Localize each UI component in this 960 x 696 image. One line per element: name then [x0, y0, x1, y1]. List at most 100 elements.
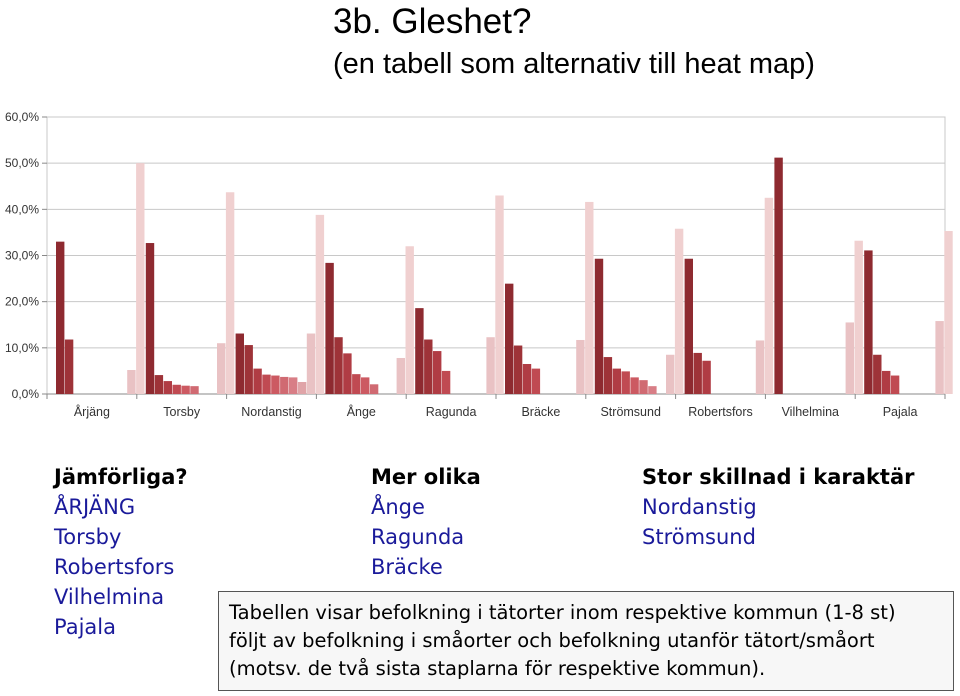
bar	[639, 380, 648, 394]
list-item: Nordanstig	[642, 495, 757, 519]
bar	[505, 283, 514, 394]
bar	[441, 370, 451, 394]
bar	[845, 322, 854, 394]
bar	[297, 381, 307, 394]
list-item: Strömsund	[642, 525, 756, 549]
bar	[190, 386, 199, 394]
bar	[262, 374, 271, 394]
y-tick-label: 60,0%	[5, 110, 39, 124]
bar	[244, 345, 253, 394]
list-item: Ånge	[371, 495, 425, 519]
bar	[280, 376, 289, 394]
slide-subtitle: (en tabell som alternativ till heat map)	[333, 48, 815, 80]
note-line: Tabellen visar befolkning i tätorter ino…	[229, 601, 896, 624]
bar	[755, 340, 765, 394]
bar	[64, 339, 74, 394]
list-item: Vilhelmina	[54, 585, 165, 609]
bar	[648, 386, 657, 394]
x-tick-label: Pajala	[883, 405, 918, 419]
bar	[289, 377, 298, 394]
bar	[693, 352, 702, 394]
bar	[325, 262, 334, 394]
bar	[666, 354, 675, 394]
bar	[127, 369, 136, 394]
bar	[56, 241, 65, 394]
list-item: Robertsfors	[54, 555, 175, 579]
y-tick-label: 20,0%	[5, 295, 39, 309]
x-tick-label: Torsby	[163, 405, 201, 419]
bar	[594, 258, 604, 394]
x-tick-label: Nordanstig	[241, 405, 301, 419]
bar	[674, 228, 684, 394]
bar	[396, 357, 405, 394]
list-item: Torsby	[54, 525, 122, 549]
bar	[944, 231, 953, 394]
note-line: (motsv. de två sista staplarna för respe…	[229, 657, 766, 680]
bar	[369, 384, 379, 394]
column-heading-more-different: Mer olika	[371, 465, 481, 489]
x-tick-label: Ånge	[347, 404, 376, 419]
note-line: följt av befolkning i småorter och befol…	[229, 629, 875, 652]
note-box: Tabellen visar befolkning i tätorter ino…	[218, 591, 954, 691]
list-item: ÅRJÄNG	[54, 495, 136, 519]
bar	[774, 157, 783, 394]
bar	[864, 250, 873, 394]
bar	[424, 339, 433, 394]
bar	[873, 354, 882, 394]
bar	[145, 243, 155, 394]
bar	[405, 246, 414, 394]
bar	[217, 343, 226, 394]
bar	[486, 337, 495, 394]
bar	[235, 333, 244, 394]
list-item: Pajala	[54, 615, 116, 639]
bar	[172, 384, 181, 394]
x-tick-label: Årjäng	[74, 404, 110, 419]
bar	[522, 363, 532, 394]
y-tick-label: 50,0%	[5, 156, 39, 170]
bar	[315, 214, 325, 394]
column-large-difference: Stor skillnad i karaktär Nordanstig Strö…	[642, 462, 915, 552]
x-tick-label: Robertsfors	[688, 405, 753, 419]
bar	[306, 333, 316, 394]
bar	[495, 195, 504, 394]
bar	[271, 375, 280, 394]
bar	[361, 377, 370, 394]
column-more-different: Mer olika Ånge Ragunda Bräcke	[371, 462, 481, 582]
bar	[136, 163, 145, 394]
bar	[890, 375, 900, 394]
bar	[585, 201, 594, 394]
bar	[415, 308, 424, 394]
bar	[334, 337, 343, 394]
bar	[181, 385, 190, 394]
bar	[702, 360, 711, 394]
list-item: Bräcke	[371, 555, 443, 579]
bar	[603, 357, 613, 394]
x-tick-label: Ragunda	[426, 405, 477, 419]
bar	[433, 351, 442, 394]
y-tick-label: 0,0%	[12, 387, 40, 401]
bar	[225, 192, 235, 394]
bar	[253, 368, 262, 394]
column-heading-large-difference: Stor skillnad i karaktär	[642, 465, 915, 489]
x-tick-label: Bräcke	[521, 405, 560, 419]
y-tick-label: 40,0%	[5, 202, 39, 216]
bar	[531, 368, 541, 394]
bar	[854, 240, 863, 394]
bar-chart: 0,0% 10,0% 20,0% 30,0% 40,0% 50,0% 60,0% Årjäng…	[5, 110, 953, 419]
list-item: Ragunda	[371, 525, 465, 549]
bar	[576, 339, 585, 394]
bar	[882, 370, 891, 394]
bar	[352, 374, 361, 394]
bar	[612, 368, 621, 394]
y-tick-label: 10,0%	[5, 341, 39, 355]
bar	[513, 345, 523, 394]
bar	[764, 197, 774, 394]
bar	[154, 375, 164, 394]
bar	[163, 381, 172, 394]
x-tick-label: Vilhelmina	[782, 405, 839, 419]
column-heading-comparable: Jämförliga?	[54, 465, 188, 489]
bar	[684, 258, 693, 394]
bar	[621, 371, 630, 394]
slide-title: 3b. Gleshet?	[333, 2, 532, 41]
bar	[630, 377, 639, 394]
